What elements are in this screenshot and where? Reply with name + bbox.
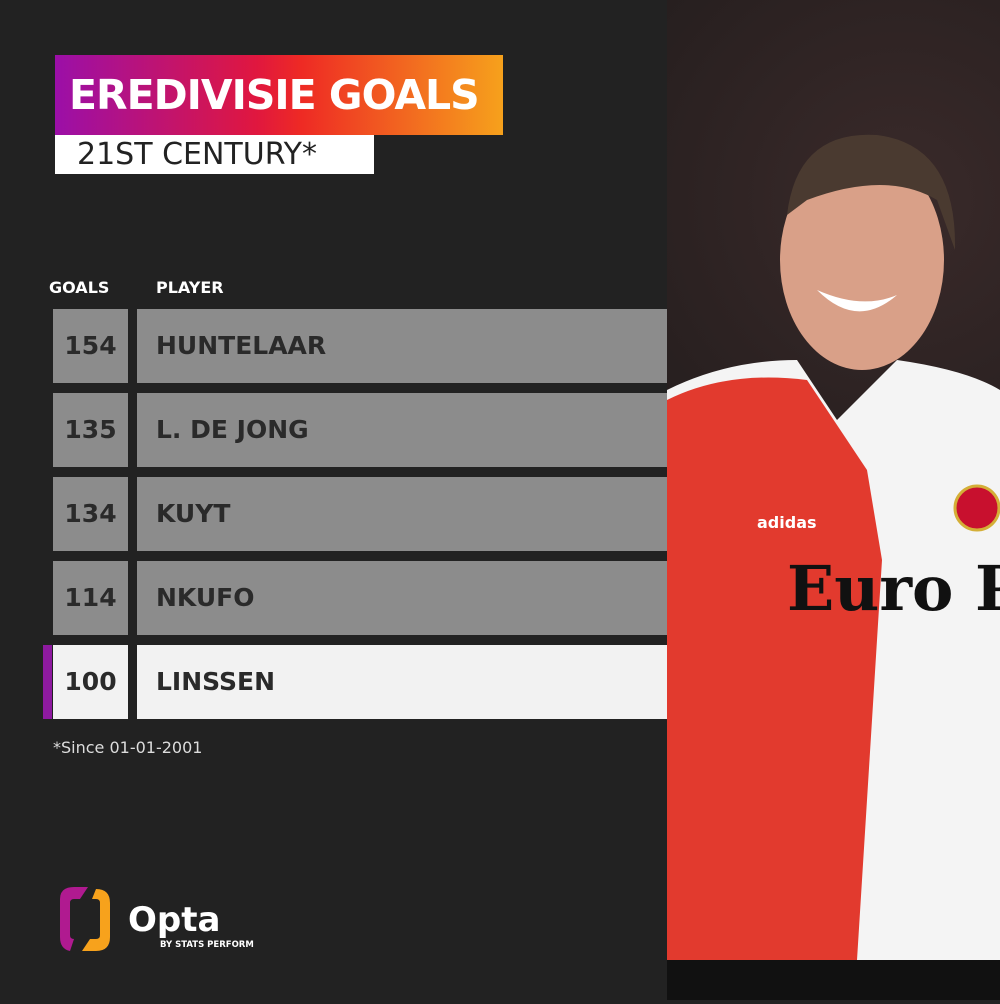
- highlight-bar: [43, 645, 52, 719]
- player-cell: KUYT: [137, 477, 667, 551]
- footnote: *Since 01-01-2001: [53, 738, 203, 757]
- table-row-highlighted: 100 LINSSEN: [43, 645, 667, 719]
- goals-cell: 100: [53, 645, 128, 719]
- table-row: 134 KUYT: [53, 477, 667, 551]
- logo-text: Opta: [128, 900, 220, 940]
- goals-cell: 114: [53, 561, 128, 635]
- table-row: 114 NKUFO: [53, 561, 667, 635]
- sponsor-text: Euro Parcs: [787, 552, 1000, 625]
- table-row: 135 L. DE JONG: [53, 393, 667, 467]
- svg-text:adidas: adidas: [757, 513, 817, 532]
- player-photo: Euro Parcs adidas: [667, 0, 1000, 1000]
- subtitle: 21ST CENTURY*: [55, 135, 374, 174]
- player-header: PLAYER: [156, 278, 224, 297]
- svg-text:BY STATS PERFORM: BY STATS PERFORM: [160, 940, 254, 950]
- goals-cell: 135: [53, 393, 128, 467]
- player-illustration: Euro Parcs adidas: [667, 134, 1000, 1000]
- player-cell: L. DE JONG: [137, 393, 667, 467]
- opta-logo: Opta BY STATS PERFORM: [60, 885, 260, 959]
- opta-logo-icon: Opta BY STATS PERFORM: [60, 887, 254, 951]
- goals-cell: 154: [53, 309, 128, 383]
- goals-header: GOALS: [49, 278, 110, 297]
- table-row: 154 HUNTELAAR: [53, 309, 667, 383]
- player-cell: HUNTELAAR: [137, 309, 667, 383]
- goals-cell: 134: [53, 477, 128, 551]
- player-cell: NKUFO: [137, 561, 667, 635]
- title: EREDIVISIE GOALS: [55, 55, 503, 135]
- player-cell: LINSSEN: [137, 645, 667, 719]
